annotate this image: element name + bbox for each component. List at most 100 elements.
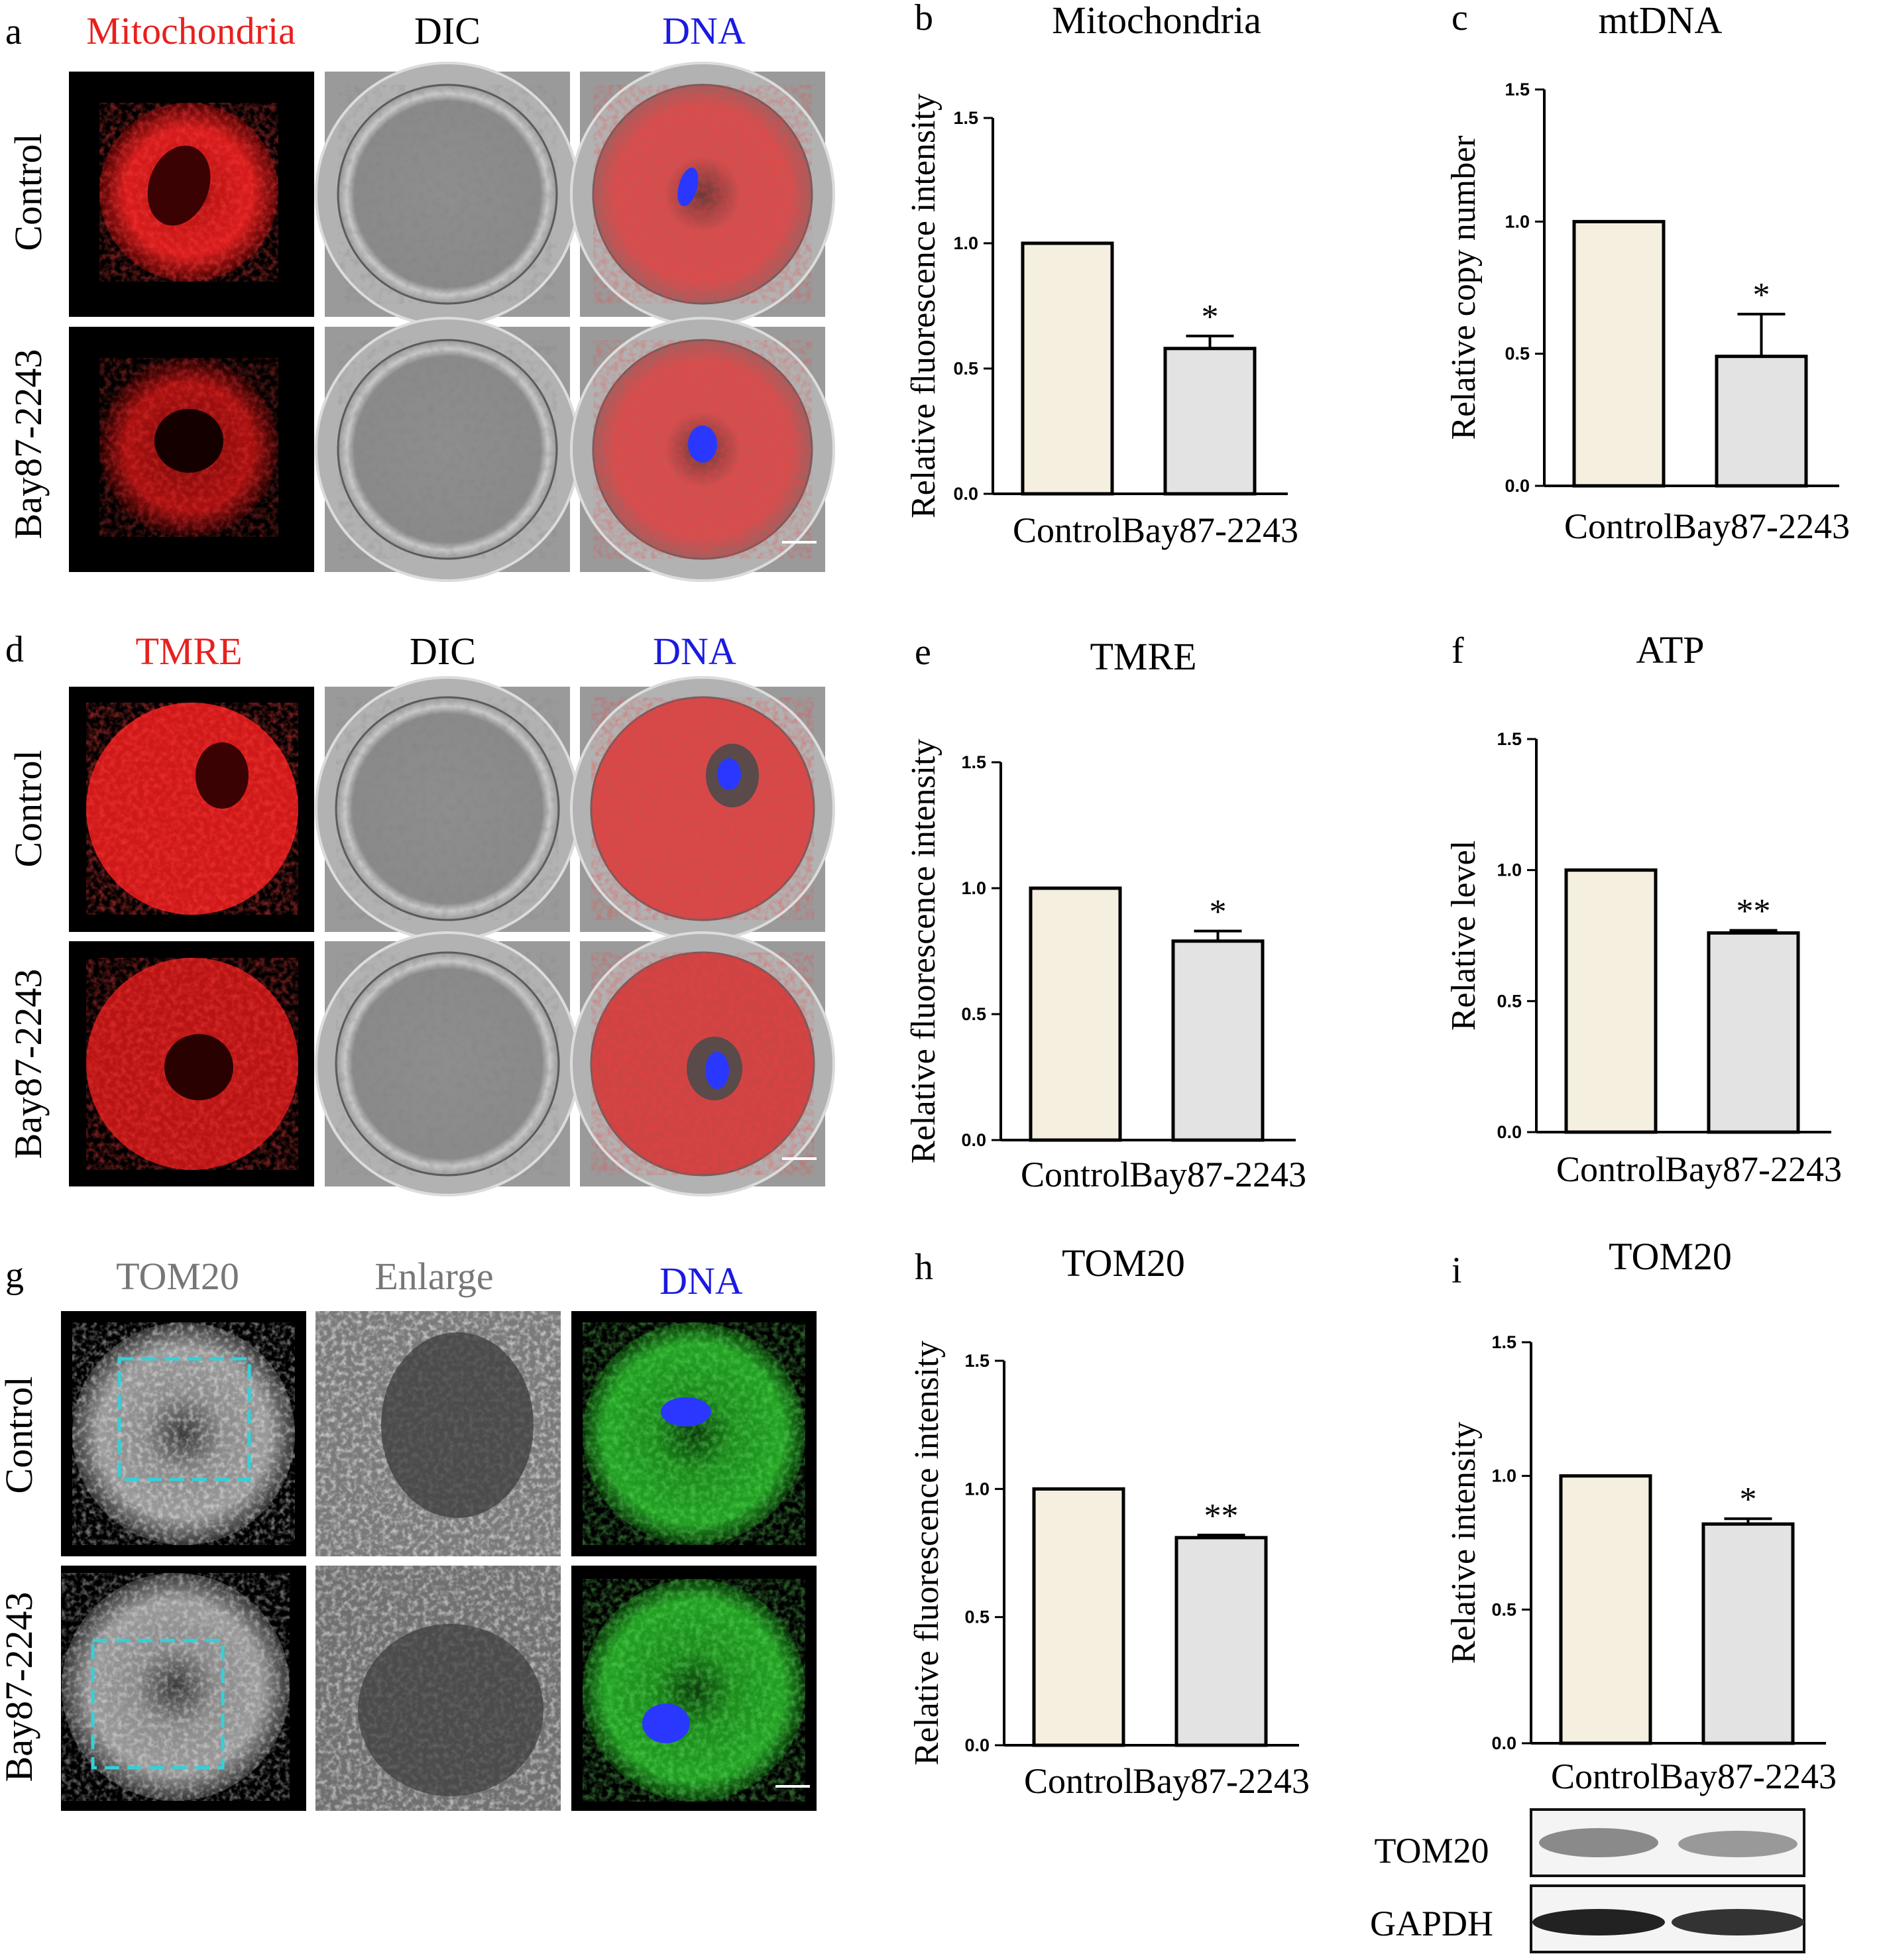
micrograph-tom20-treated	[61, 1566, 306, 1811]
row-label-treated: Bay87-2243	[0, 1592, 40, 1782]
bar-control	[1021, 241, 1114, 496]
blot-label-tom20: TOM20	[1374, 1831, 1489, 1871]
channel-header-tmre: TMRE	[135, 630, 242, 673]
channel-header-mitochondria: Mitochondria	[86, 9, 296, 52]
y-tick-label: 0.5	[953, 359, 978, 378]
bar-control	[1029, 886, 1122, 1142]
y-tick-label: 0.5	[1497, 991, 1522, 1011]
chart-c: c mtDNA Relative copy number 0.0 0.5 1.0 1.5 Co…	[1445, 0, 1850, 546]
chart-title: TOM20	[1062, 1241, 1185, 1285]
x-category-label: Control	[1021, 1155, 1130, 1194]
y-tick-label: 0.0	[1497, 1122, 1522, 1142]
channel-header-dna: DNA	[662, 9, 746, 52]
significance-marker: **	[1204, 1497, 1239, 1535]
y-tick-label: 1.5	[1497, 729, 1522, 749]
significance-marker: *	[1202, 298, 1219, 336]
row-label-control: Control	[7, 750, 50, 867]
chart-e: e TMRE Relative fluorescence intensity 0.0 0…	[905, 632, 1306, 1194]
micrograph-overlay-control-d	[570, 676, 835, 941]
micrograph-tmre-treated	[69, 941, 314, 1186]
y-tick-label: 1.0	[1505, 211, 1530, 231]
bar-treated	[1171, 939, 1265, 1142]
x-category-label: Bay87-2243	[1121, 510, 1298, 550]
x-category-label: Bay87-2243	[1129, 1155, 1306, 1194]
row-label-treated: Bay87-2243	[7, 349, 50, 540]
y-tick-label: 1.5	[964, 1351, 990, 1371]
chart-title: Mitochondria	[1052, 0, 1261, 42]
x-category-label: Control	[1013, 510, 1122, 550]
chart-title: mtDNA	[1599, 0, 1723, 42]
y-tick-label: 0.5	[964, 1607, 990, 1627]
y-axis-label: Relative fluorescence intensity	[908, 1340, 946, 1765]
bar-control	[1564, 868, 1658, 1134]
blot-strip-tom20	[1530, 1808, 1805, 1877]
micrograph-enlarge-treated	[315, 1566, 561, 1811]
y-tick-label: 0.0	[1505, 476, 1530, 496]
panel-d: d TMRE DIC DNA Control Bay87-2243	[5, 629, 835, 1196]
micrograph-enlarge-control	[315, 1311, 561, 1556]
x-category-label: Control	[1024, 1761, 1133, 1801]
x-category-label: Bay87-2243	[1665, 1149, 1842, 1189]
y-tick-label: 1.5	[1491, 1332, 1516, 1352]
chart-title: TMRE	[1090, 635, 1196, 678]
significance-marker: *	[1753, 276, 1770, 314]
panel-letter: a	[5, 11, 22, 52]
chart-title: ATP	[1636, 628, 1704, 671]
channel-header-dna: DNA	[659, 1259, 743, 1302]
y-tick-label: 1.0	[1497, 860, 1522, 880]
micrograph-overlay-treated	[570, 317, 835, 582]
panel-letter: e	[915, 632, 931, 673]
y-tick-label: 1.5	[961, 752, 986, 772]
chart-b: b Mitochondria Relative fluorescence inten…	[905, 0, 1298, 550]
western-blot: TOM20 GAPDH	[1370, 1808, 1805, 1953]
row-label-control: Control	[7, 133, 50, 251]
chart-f: f ATP Relative level 0.0 0.5 1.0 1.5 Control ** B…	[1445, 628, 1842, 1189]
bar-control	[1559, 1474, 1652, 1745]
channel-header-dic: DIC	[414, 9, 481, 52]
panel-letter: b	[915, 0, 933, 38]
panel-letter: i	[1452, 1250, 1462, 1291]
x-category-label: Control	[1551, 1757, 1660, 1796]
row-label-control: Control	[0, 1376, 40, 1493]
y-tick-label: 0.5	[1505, 344, 1530, 364]
panel-letter: c	[1452, 0, 1468, 38]
y-axis-label: Relative copy number	[1445, 135, 1483, 439]
y-tick-label: 0.0	[953, 484, 978, 504]
panel-letter: h	[915, 1247, 933, 1288]
micrograph-dic-treated	[315, 317, 580, 582]
y-tick-label: 0.5	[1491, 1599, 1516, 1619]
y-tick-label: 1.5	[953, 108, 978, 128]
blot-label-gapdh: GAPDH	[1370, 1904, 1493, 1943]
zoom-region-box	[91, 1639, 225, 1770]
micrograph-dic-treated-d	[315, 931, 580, 1196]
significance-marker: **	[1737, 893, 1771, 931]
micrograph-overlay-treated-d	[570, 931, 835, 1196]
bar-control	[1572, 219, 1666, 488]
y-axis-label: Relative fluorescence intensity	[905, 93, 942, 518]
channel-header-dna: DNA	[653, 630, 736, 673]
zoom-region-box	[117, 1357, 251, 1481]
channel-header-dic: DIC	[410, 630, 476, 673]
micrograph-dic-control-d	[315, 676, 580, 941]
micrograph-mito-treated	[69, 327, 314, 572]
micrograph-overlay-control	[570, 62, 835, 327]
panel-g: g TOM20 Enlarge DNA Control Bay87-2243	[0, 1255, 817, 1811]
x-category-label: Control	[1556, 1149, 1666, 1189]
x-category-label: Bay87-2243	[1673, 506, 1850, 546]
significance-marker: *	[1740, 1481, 1757, 1519]
bar-control	[1032, 1487, 1125, 1747]
y-tick-label: 1.0	[953, 233, 978, 253]
chart-title: TOM20	[1609, 1235, 1732, 1278]
micrograph-dic-control	[315, 62, 580, 327]
panel-letter: g	[5, 1255, 24, 1296]
micrograph-tmre-control	[69, 687, 314, 932]
bar-treated	[1715, 355, 1808, 488]
bar-treated	[1163, 347, 1257, 496]
significance-marker: *	[1210, 894, 1227, 931]
y-tick-label: 1.5	[1505, 80, 1530, 99]
y-tick-label: 1.0	[1491, 1466, 1516, 1486]
bar-treated	[1701, 1522, 1795, 1745]
y-tick-label: 0.0	[964, 1735, 990, 1755]
micrograph-mito-control	[69, 72, 314, 317]
panel-a: a Mitochondria DIC DNA Control Bay87-224…	[5, 9, 835, 582]
